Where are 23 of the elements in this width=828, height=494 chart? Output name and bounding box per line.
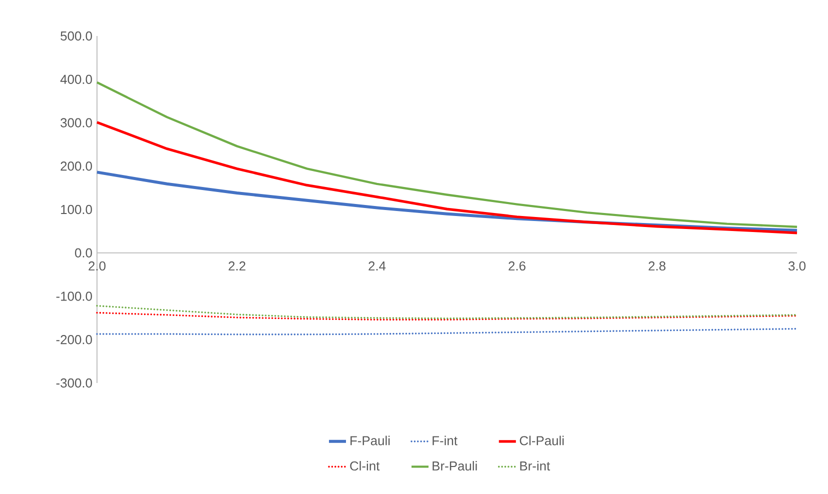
x-tick-label: 3.0 — [788, 261, 806, 271]
legend-label: Br-Pauli — [432, 461, 477, 471]
x-tick-label: 2.6 — [508, 261, 526, 271]
legend-label: F-Pauli — [350, 436, 390, 446]
x-tick-label: 2.8 — [648, 261, 666, 271]
legend-label: Cl-Pauli — [520, 436, 564, 446]
y-tick-label: 200.0 — [60, 162, 92, 171]
y-tick-label: 300.0 — [60, 118, 92, 128]
y-tick-label: 0.0 — [74, 248, 92, 258]
y-tick-label: 500.0 — [60, 31, 92, 41]
y-tick-label: 400.0 — [60, 74, 92, 84]
y-tick-label: 100.0 — [61, 204, 92, 214]
y-tick-label: -100.0 — [56, 292, 92, 301]
y-tick-label: -300.0 — [56, 378, 92, 388]
legend-label: Cl-int — [350, 461, 380, 471]
line-series — [96, 81, 798, 228]
y-tick-label: -200.0 — [56, 335, 92, 344]
legend-label: Br-int — [520, 461, 550, 471]
x-tick-label: 2.0 — [88, 261, 106, 271]
legend-label: F-int — [432, 436, 458, 446]
x-tick-label: 2.2 — [228, 261, 246, 270]
x-tick-label: 2.4 — [368, 261, 386, 270]
line-series — [96, 121, 798, 234]
